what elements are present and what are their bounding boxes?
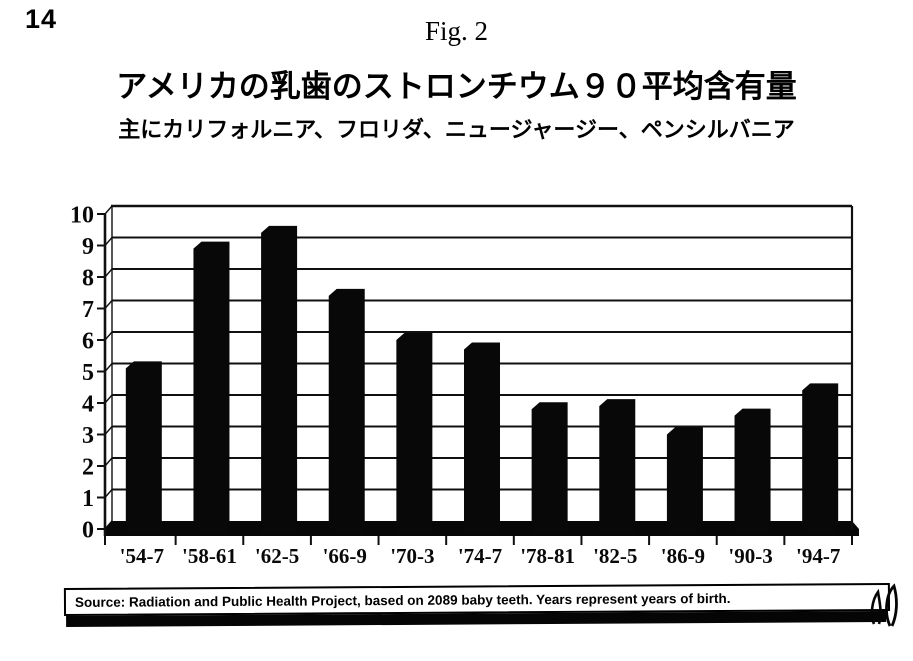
y-axis-label: 6 (82, 329, 94, 355)
chart-subtitle: 主にカリフォルニア、フロリダ、ニュージャージー、ペンシルバニア (118, 118, 795, 143)
source-note-block: Source: Radiation and Public Health Proj… (63, 582, 891, 627)
y-axis-label: 2 (82, 455, 94, 481)
y-axis-label: 7 (82, 297, 94, 323)
y-axis-label: 5 (82, 360, 94, 386)
x-axis-label: '78-81 (520, 544, 575, 568)
x-axis-label: '54-7 (120, 544, 164, 568)
x-axis-label: '82-5 (593, 544, 637, 568)
x-axis-label: '70-3 (390, 544, 434, 568)
y-axis-label: 8 (82, 266, 94, 292)
page-curl-mark (870, 583, 898, 627)
bar-74-7 (464, 342, 500, 534)
bar-70-3 (396, 333, 433, 534)
source-text: Source: Radiation and Public Health Proj… (74, 590, 731, 610)
bar-62-5 (261, 225, 298, 534)
x-axis-label: '90-3 (728, 544, 772, 568)
y-axis-label: 0 (82, 518, 94, 544)
x-axis-label: '58-61 (182, 544, 237, 568)
chart-title: アメリカの乳歯のストロンチウム９０平均含有量 (116, 69, 797, 105)
y-axis-label: 9 (82, 234, 94, 260)
page-number: 14 (25, 4, 58, 34)
bar-86-9 (666, 427, 703, 534)
y-axis-label: 4 (82, 392, 94, 418)
bar-66-9 (328, 288, 365, 534)
x-axis-label: '62-5 (255, 544, 299, 568)
y-axis-label: 3 (82, 423, 94, 449)
bar-78-81 (531, 402, 568, 534)
y-axis-label: 1 (82, 486, 94, 512)
axis-depth-connector (104, 205, 113, 215)
x-axis-label: '74-7 (458, 544, 502, 568)
bar-54-7 (125, 361, 162, 534)
x-axis-label: '86-9 (661, 544, 705, 568)
figure-label: Fig. 2 (424, 16, 489, 46)
bar-58-61 (193, 241, 230, 534)
y-axis-label: 10 (70, 203, 94, 229)
bar-94-7 (802, 383, 839, 534)
bar-90-3 (734, 408, 771, 534)
x-axis-label: '66-9 (323, 544, 367, 568)
x-axis-label: '94-7 (796, 544, 840, 568)
bar-82-5 (599, 399, 636, 534)
